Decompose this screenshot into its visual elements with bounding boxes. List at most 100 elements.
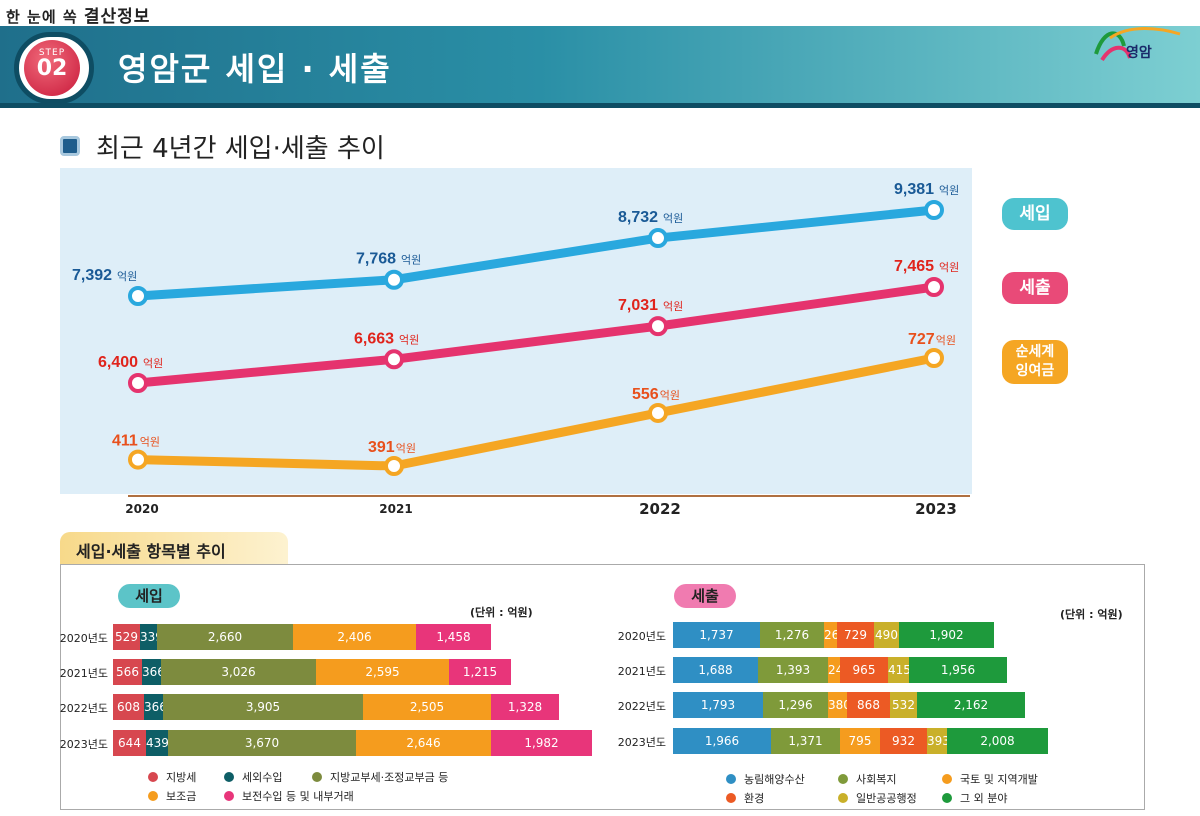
legend-surplus-line1: 순세계	[1015, 344, 1055, 360]
data-label-0-0: 7,392	[72, 267, 112, 284]
data-unit-1-0: 억원	[143, 357, 163, 370]
expenditure-bar-segment: 532	[890, 692, 917, 718]
expenditure-bar-segment: 1,371	[771, 728, 840, 754]
data-point-2-3	[924, 348, 944, 368]
revenue-unit: (단위 : 억원)	[470, 606, 533, 619]
expenditure-legend-label: 국토 및 지역개발	[960, 773, 1038, 786]
revenue-legend-swatch	[224, 772, 234, 782]
expenditure-bar-segment: 868	[847, 692, 890, 718]
revenue-legend-swatch	[148, 791, 158, 801]
data-unit-0-2: 억원	[663, 212, 683, 225]
data-label-2-3: 727	[908, 331, 935, 348]
expenditure-bar-segment: 1,966	[673, 728, 771, 754]
expenditure-bar-segment: 380	[828, 692, 847, 718]
expenditure-legend-label: 환경	[744, 792, 765, 805]
expenditure-bar-segment: 965	[840, 657, 888, 683]
data-label-1-0: 6,400	[98, 354, 138, 371]
revenue-bar-segment: 1,215	[449, 659, 511, 685]
revenue-legend-item: 지방세	[148, 769, 196, 785]
data-point-1-0	[128, 373, 148, 393]
expenditure-bar-segment: 1,737	[673, 622, 760, 648]
revenue-bar-segment: 2,406	[293, 624, 416, 650]
expenditure-bar-segment: 2,008	[947, 728, 1048, 754]
expenditure-bar-segment: 490	[874, 622, 899, 648]
expenditure-bar-segment: 1,902	[899, 622, 994, 648]
data-label-1-1: 6,663	[354, 330, 394, 347]
data-label-2-1: 391	[368, 439, 395, 456]
expenditure-row-label: 2021년도	[617, 665, 666, 678]
revenue-legend-label: 보조금	[166, 790, 197, 803]
section2-title: 세입·세출 항목별 추이	[76, 542, 226, 561]
data-unit-1-3: 억원	[939, 261, 959, 274]
data-point-1-2	[648, 316, 668, 337]
step-number: 02	[36, 56, 68, 81]
expenditure-legend-item: 사회복지	[838, 771, 896, 787]
revenue-bar-segment: 366	[142, 659, 161, 685]
data-label-0-1: 7,768	[356, 251, 396, 268]
expenditure-bar-segment: 932	[880, 728, 927, 754]
expenditure-legend-label: 농림해양수산	[744, 773, 805, 786]
expenditure-legend-item: 일반공공행정	[838, 790, 917, 806]
revenue-bar-segment: 2,595	[316, 659, 449, 685]
page-title: 영암군 세입 · 세출	[118, 50, 392, 88]
expenditure-bar-segment: 393	[927, 728, 947, 754]
revenue-bar-segment: 1,982	[491, 730, 592, 756]
line-chart-panel: 7,392 억원 7,768 억원 8,732 억원 9,381 억원 6,400 억원 6,663…	[60, 168, 972, 494]
revenue-legend-label: 지방세	[166, 771, 197, 784]
data-unit-0-3: 억원	[939, 184, 959, 197]
data-unit-2-3: 억원	[936, 334, 956, 347]
expenditure-bar-segment: 1,276	[760, 622, 824, 648]
expenditure-bar-segment: 729	[837, 622, 874, 648]
revenue-bar-segment: 366	[144, 694, 163, 720]
revenue-legend-label: 보전수입 등 및 내부거래	[242, 790, 354, 803]
legend-surplus: 순세계 잉여금	[1002, 340, 1068, 384]
section-bullet-icon	[60, 136, 80, 156]
series-line-0	[137, 205, 935, 301]
expenditure-bar-segment: 1,393	[758, 657, 828, 683]
revenue-bar-segment: 2,660	[157, 624, 293, 650]
logo-text: 영암	[1126, 45, 1152, 61]
expenditure-chart-title: 세출	[674, 584, 736, 608]
revenue-legend-item: 보전수입 등 및 내부거래	[224, 788, 354, 804]
expenditure-bar-segment: 1,793	[673, 692, 763, 718]
revenue-bar-segment: 608	[113, 694, 144, 720]
expenditure-row-label: 2023년도	[617, 736, 666, 749]
revenue-bar-segment: 339	[140, 624, 157, 650]
legend-expenditure: 세출	[1002, 272, 1068, 304]
county-logo-icon	[1094, 27, 1181, 62]
top-label: 한 눈에 쏙 결산정보	[6, 7, 151, 27]
x-axis-line	[128, 495, 970, 497]
expenditure-bar-segment: 415	[888, 657, 909, 683]
revenue-legend-swatch	[312, 772, 322, 782]
data-point-0-3	[924, 200, 944, 220]
revenue-legend-swatch	[224, 791, 234, 801]
data-point-0-0	[128, 286, 148, 306]
expenditure-bar-segment: 266	[824, 622, 837, 648]
data-label-1-2: 7,031	[618, 297, 658, 314]
revenue-row-label: 2023년도	[59, 738, 108, 751]
data-point-2-1	[384, 456, 404, 476]
revenue-bar-segment: 529	[113, 624, 140, 650]
expenditure-row-label: 2020년도	[617, 630, 666, 643]
revenue-bar-segment: 2,505	[363, 694, 491, 720]
revenue-bar-segment: 2,646	[356, 730, 491, 756]
section2-tab	[60, 532, 288, 564]
expenditure-bar-segment: 1,688	[673, 657, 758, 683]
expenditure-bar-segment: 2,162	[917, 692, 1025, 718]
expenditure-legend-item: 국토 및 지역개발	[942, 771, 1038, 787]
step-label: STEP	[38, 48, 66, 58]
revenue-bar-segment: 3,670	[168, 730, 356, 756]
expenditure-legend-item: 그 외 분야	[942, 790, 1007, 806]
data-label-2-0: 411	[112, 433, 138, 450]
expenditure-row-label: 2022년도	[617, 700, 666, 713]
x-tick-2023: 2023	[915, 500, 957, 518]
expenditure-legend-label: 사회복지	[856, 773, 897, 786]
data-unit-1-2: 억원	[663, 300, 683, 313]
header-band	[0, 26, 1200, 108]
revenue-bar-segment: 1,458	[416, 624, 491, 650]
expenditure-legend-label: 일반공공행정	[856, 792, 917, 805]
revenue-bar-segment: 439	[146, 730, 168, 756]
